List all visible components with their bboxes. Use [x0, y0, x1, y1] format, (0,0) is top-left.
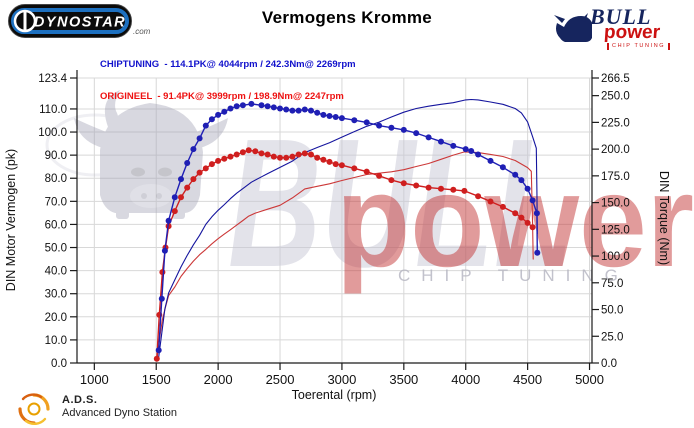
svg-text:3000: 3000 [327, 372, 356, 387]
svg-text:123.4: 123.4 [38, 73, 67, 85]
bullpower-word-power: power [603, 22, 661, 43]
ads-name: Advanced Dyno Station [62, 407, 177, 419]
svg-text:266.5: 266.5 [601, 73, 630, 85]
dynostar-domain-suffix: .com [133, 27, 151, 36]
svg-text:1500: 1500 [142, 372, 171, 387]
svg-text:100.0: 100.0 [38, 127, 67, 139]
watermark-bull-text: BULL [228, 102, 573, 305]
bullpower-bull-icon [554, 13, 592, 42]
dynostar-logo-text: DYNOSTAR [34, 15, 126, 31]
svg-text:0.0: 0.0 [601, 358, 617, 370]
chart-series [153, 98, 541, 362]
svg-text:110.0: 110.0 [39, 104, 67, 116]
bullpower-word-chiptuning: CHIP TUNING [607, 43, 671, 50]
svg-text:1000: 1000 [80, 372, 109, 387]
svg-text:4500: 4500 [513, 372, 542, 387]
svg-text:10.0: 10.0 [45, 335, 67, 347]
bullpower-logo: BULL power CHIP TUNING [550, 2, 692, 54]
ads-swirl-icon [18, 393, 50, 426]
bullpower-word-bull: BULL [590, 4, 652, 29]
y-axis-right-title: DIN Torque (Nm) [657, 171, 671, 265]
svg-text:4000: 4000 [451, 372, 480, 387]
svg-text:80.0: 80.0 [45, 173, 67, 185]
svg-text:3500: 3500 [389, 372, 418, 387]
svg-text:200.0: 200.0 [601, 144, 630, 156]
chart-legend: CHIPTUNING - 114.1PK@ 4044rpm / 242.3Nm@… [100, 39, 356, 123]
svg-text:20.0: 20.0 [45, 312, 67, 324]
svg-text:100.0: 100.0 [601, 251, 630, 263]
ads-logo: A.D.S. Advanced Dyno Station [14, 392, 234, 426]
svg-text:0.0: 0.0 [51, 358, 67, 370]
svg-text:250.0: 250.0 [601, 91, 630, 103]
chart-axes: 0.0 10.0 20.0 30.0 40.0 50.0 60.0 70.0 80.0 90.0 1… [38, 70, 630, 387]
svg-text:5000: 5000 [575, 372, 604, 387]
svg-text:70.0: 70.0 [45, 196, 67, 208]
svg-text:50.0: 50.0 [45, 243, 67, 255]
svg-text:30.0: 30.0 [45, 289, 67, 301]
svg-text:60.0: 60.0 [45, 219, 67, 231]
svg-text:25.0: 25.0 [601, 331, 623, 343]
svg-text:225.0: 225.0 [601, 117, 630, 129]
y-axis-left-title: DIN Motor Vermogen (pk) [4, 149, 18, 291]
curve-chiptuning_power_pk [158, 98, 538, 358]
svg-text:2000: 2000 [204, 372, 233, 387]
ads-abbr: A.D.S. [62, 394, 98, 406]
legend-origineel: ORIGINEEL - 91.4PK@ 3999rpm / 198.9Nm@ 2… [100, 90, 344, 102]
svg-text:50.0: 50.0 [601, 305, 623, 317]
chart-title: Vermogens Kromme [261, 8, 433, 27]
watermark-chiptuning-text: CHIP TUNING [398, 266, 629, 285]
dynostar-logo: DYNOSTAR [8, 4, 132, 38]
svg-text:40.0: 40.0 [45, 266, 67, 278]
svg-text:75.0: 75.0 [601, 278, 623, 290]
watermark-layer: BULL power CHIP TUNING [45, 90, 694, 305]
svg-text:175.0: 175.0 [601, 171, 630, 183]
svg-text:90.0: 90.0 [45, 150, 67, 162]
svg-text:2500: 2500 [266, 372, 295, 387]
svg-text:125.0: 125.0 [601, 224, 630, 236]
x-axis-title: Toerental (rpm) [292, 388, 377, 402]
svg-text:150.0: 150.0 [601, 198, 630, 210]
legend-chiptuning: CHIPTUNING - 114.1PK@ 4044rpm / 242.3Nm@… [100, 59, 356, 70]
curve-origineel_power_pk [156, 151, 534, 362]
